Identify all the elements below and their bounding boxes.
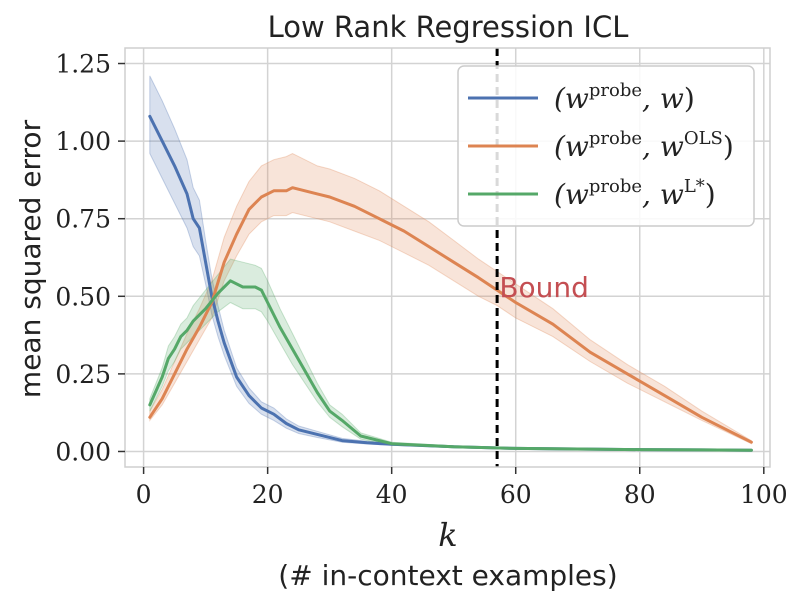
legend-entry-2: (wprobe, wOLS) [554,128,734,163]
legend-symbol: (w [554,82,589,115]
legend-paren: ) [723,130,734,163]
series-lines [148,114,753,452]
legend-entry-1: (wprobe, w) [554,80,695,115]
legend-symbol: (w [554,178,589,211]
legend-superscript: probe [589,176,642,197]
legend-superscript: probe [589,80,642,101]
series-3-band [149,258,752,452]
x-tick-label: 100 [740,480,788,509]
x-tick-label: 80 [624,480,656,509]
y-axis-label: mean squared error [14,119,47,398]
series-3-line [148,279,753,452]
legend-paren: ) [705,178,716,211]
series-2-band [149,152,752,445]
y-tick-label: 0.25 [55,360,111,389]
legend-symbol: , w [642,178,684,211]
x-axis-label: k [438,516,457,554]
y-tick-label: 0.75 [55,205,111,234]
legend-symbol: (w [554,130,589,163]
legend-symbol: , w [642,82,684,115]
plot-frame [124,47,771,468]
y-tick-label: 0.00 [55,437,111,466]
x-tick-label: 20 [252,480,284,509]
chart-title: Low Rank Regression ICL [268,10,629,44]
legend-symbol: , w [642,130,684,163]
series-2-line [148,186,753,444]
axis-ticks: 0 20 40 60 80 100 0.00 0.25 0.50 0.75 1.00 1.25 [55,50,787,509]
legend-superscript: probe [589,128,642,149]
legend: (wprobe, w)(wprobe, wOLS)(wprobe, wL*) [457,65,755,227]
legend-box [457,65,755,227]
x-tick-label: 60 [500,480,532,509]
y-tick-label: 1.00 [55,127,111,156]
y-tick-label: 0.50 [55,282,111,311]
x-axis-sublabel: (# in-context examples) [278,559,617,592]
x-tick-label: 40 [376,480,408,509]
x-tick-label: 0 [136,480,152,509]
legend-entry-3: (wprobe, wL*) [554,176,716,211]
y-tick-label: 1.25 [55,50,111,79]
legend-superscript: OLS [684,128,723,149]
legend-superscript: L* [684,176,705,197]
legend-paren: ) [684,82,695,115]
bound-annotation-label: Bound [499,271,589,304]
